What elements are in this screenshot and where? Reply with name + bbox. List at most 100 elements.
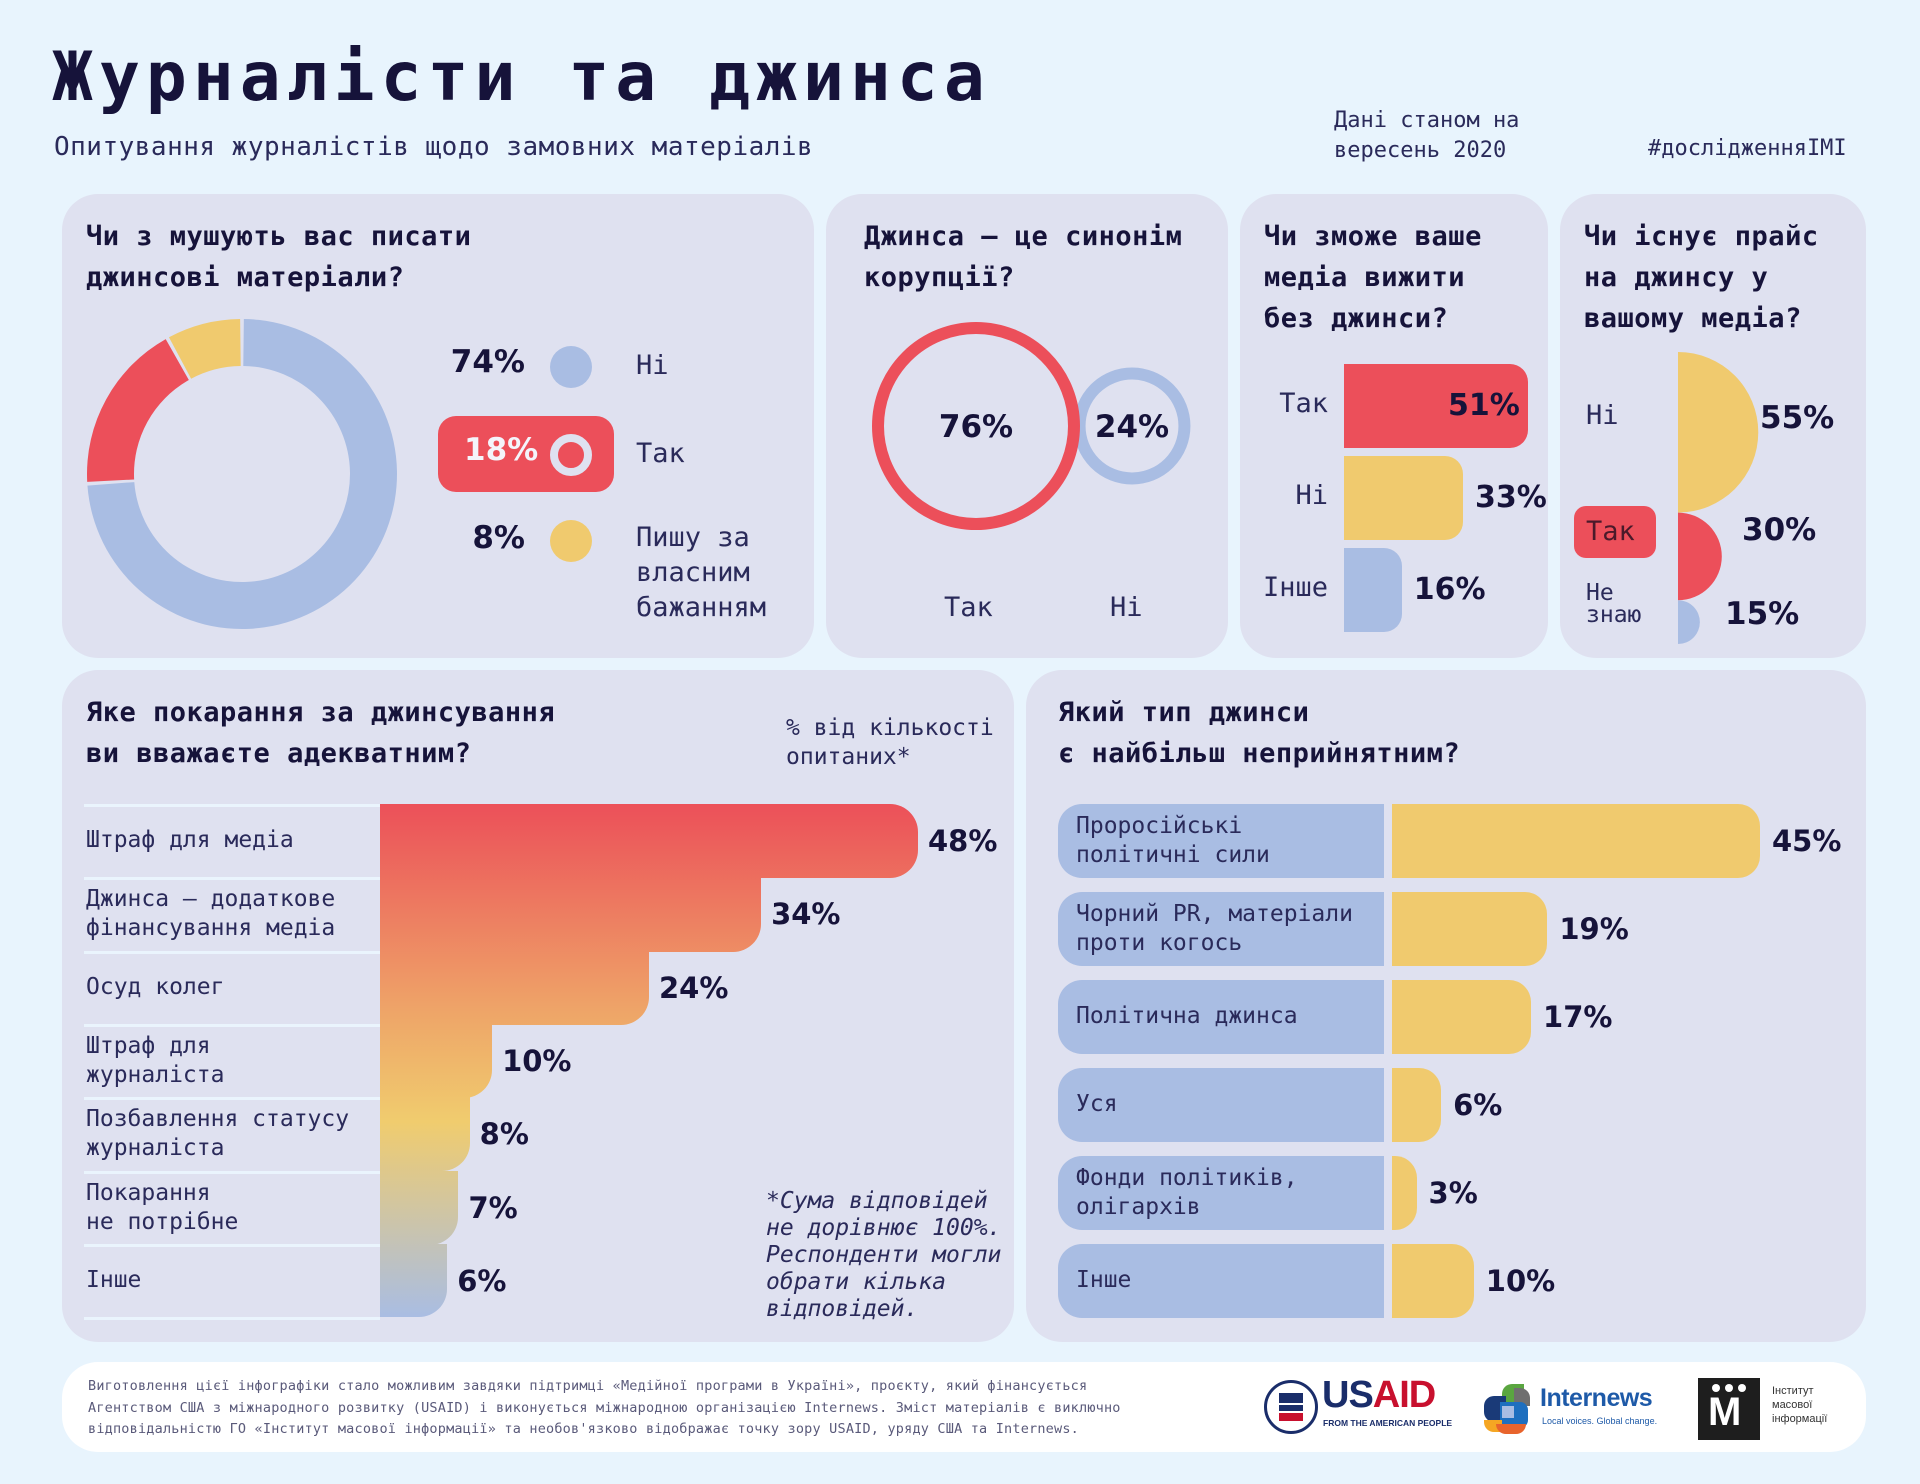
type-value: 45%	[1772, 824, 1842, 858]
price-half-circle	[1678, 352, 1759, 513]
type-label-box	[1058, 892, 1384, 966]
type-label: Чорний PR, матеріали проти когось	[1076, 900, 1353, 958]
label-line: олігархів	[1076, 1194, 1201, 1220]
label-line: журналіста	[86, 1135, 225, 1162]
type-bar	[1392, 1156, 1417, 1230]
internews-tagline: Local voices. Global change.	[1542, 1416, 1658, 1426]
label-line: власним	[636, 557, 750, 588]
legend-dot-yellow-icon	[550, 520, 592, 562]
half-circle-chart	[1678, 352, 1759, 644]
row-divider	[84, 1243, 380, 1247]
punishment-value: 7%	[468, 1190, 518, 1225]
price-value-dont-know: 15%	[1725, 596, 1800, 632]
footnote: *Сума відповідей не дорівнює 100%. Респо…	[766, 1188, 1001, 1323]
usaid-tagline: FROM THE AMERICAN PEOPLE	[1323, 1418, 1453, 1428]
type-label-box	[1058, 980, 1384, 1054]
imi-line: Інститут	[1772, 1385, 1814, 1397]
date-line-1: Дані станом на	[1334, 108, 1520, 133]
bubble-value: 76%	[939, 409, 1013, 445]
disclaimer-line: відповідальністю ГО «Інститут масової ін…	[88, 1421, 1079, 1437]
price-label-no: Ні	[1586, 400, 1619, 431]
legend-value-own-will: 8%	[472, 520, 525, 556]
punishment-value: 48%	[928, 824, 998, 858]
label-line: Інше	[1076, 1267, 1132, 1293]
legend-label-yes: Так	[636, 438, 685, 469]
type-label: Політична джинса	[1076, 1002, 1298, 1031]
label-line: Штраф для медіа	[86, 827, 294, 853]
card-survive: Чи зможе ваше медіа вижити без джинси? Т…	[1240, 194, 1548, 658]
row-divider	[84, 950, 380, 954]
punishment-bar	[380, 804, 918, 879]
label-line: знаю	[1586, 602, 1642, 628]
type-label-box	[1058, 804, 1384, 878]
type-label: Уся	[1076, 1090, 1118, 1119]
label-line: Уся	[1076, 1091, 1118, 1117]
footnote-line: обрати кілька	[766, 1269, 947, 1295]
imi-logo-icon: M	[1698, 1378, 1760, 1440]
unit-note: % від кількості опитаних*	[786, 714, 994, 772]
punishment-bar	[380, 950, 649, 1025]
type-bar	[1392, 892, 1548, 966]
legend-value-no: 74%	[450, 344, 525, 380]
usaid-seal-icon	[1264, 1380, 1318, 1434]
type-label: Проросійські політичні сили	[1076, 812, 1270, 870]
type-bar	[1392, 980, 1532, 1054]
punishment-bar	[380, 1170, 459, 1245]
question-line-1: Яке покарання за джинсування	[86, 697, 556, 728]
label-line: політичні сили	[1076, 842, 1270, 868]
punishment-bar	[380, 877, 762, 952]
type-bar	[1392, 804, 1760, 878]
price-label-yes: Так	[1586, 516, 1635, 547]
question-line: медіа вижити	[1264, 262, 1466, 293]
card-question: Чи з мушують вас писати джинсові матеріа…	[86, 216, 471, 298]
row-divider	[84, 1170, 380, 1174]
label-line: Фонди політиків,	[1076, 1165, 1298, 1191]
punishment-label: Осуд колег	[86, 973, 224, 1002]
punishment-bar	[380, 1023, 493, 1099]
punishment-value: 34%	[771, 897, 841, 932]
row-divider	[84, 1317, 380, 1321]
question-line-1: Чи з мушують вас писати	[86, 221, 472, 252]
survive-bar	[1344, 456, 1464, 540]
donut-slice	[87, 319, 398, 629]
punishment-label: Штраф для медіа	[86, 826, 294, 855]
type-value: 17%	[1543, 1000, 1613, 1034]
internews-logo: Internews	[1540, 1384, 1653, 1412]
question-line-1: Який тип джинси	[1058, 697, 1310, 728]
donut-slice	[168, 319, 241, 379]
label-line: Інше	[86, 1266, 142, 1293]
highlight-badge-yes	[1574, 506, 1656, 558]
question-line: Чи зможе ваше	[1264, 221, 1482, 252]
punishment-label: Позбавлення статусу журналіста	[86, 1105, 349, 1163]
question-line-2: корупції?	[864, 262, 1015, 293]
imi-logo-text: Інститут масової інформації	[1772, 1384, 1827, 1426]
punishment-value: 8%	[479, 1117, 529, 1152]
punishment-value: 6%	[457, 1263, 507, 1298]
type-value: 6%	[1453, 1088, 1503, 1122]
punishment-label: Джинса — додаткове фінансування медіа	[86, 885, 335, 943]
row-divider	[84, 877, 380, 881]
page-subtitle: Опитування журналістів щодо замовних мат…	[54, 132, 814, 162]
punishment-label: Інше	[86, 1266, 141, 1295]
disclaimer-line: Виготовлення цієї інфографіки стало можл…	[88, 1378, 1088, 1394]
label-line: Політична джинса	[1076, 1003, 1298, 1029]
survive-bar-label: Так	[1279, 388, 1328, 419]
price-value-yes: 30%	[1742, 512, 1817, 548]
punishment-value: 10%	[502, 1043, 572, 1078]
card-question: Чи зможе ваше медіа вижити без джинси?	[1264, 216, 1482, 339]
label-line: Пишу за	[636, 522, 750, 553]
type-bar	[1392, 1068, 1442, 1142]
legend-label-own-will: Пишу за власним бажанням	[636, 520, 766, 625]
donut-chart	[87, 319, 398, 629]
label-line: журналіста	[86, 1061, 225, 1088]
question-line-2: ви вважаєте адекватним?	[86, 738, 472, 769]
date-line-2: вересень 2020	[1334, 138, 1507, 163]
unit-note-line: % від кількості	[786, 715, 994, 741]
question-line: на джинсу у	[1584, 262, 1769, 293]
label-line: Джинса — додаткове	[86, 886, 336, 913]
row-divider	[84, 1097, 380, 1101]
bubble-label-yes: Так	[944, 592, 993, 623]
label-line: Покарання	[86, 1179, 211, 1206]
question-line: без джинси?	[1264, 303, 1449, 334]
card-question: Яке покарання за джинсування ви вважаєте…	[86, 692, 555, 774]
